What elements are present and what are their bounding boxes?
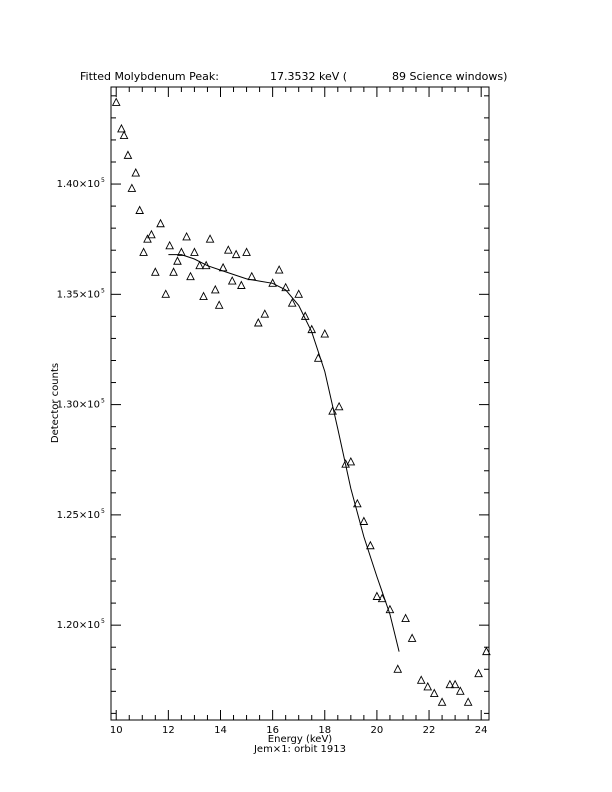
data-point-triangle (169, 267, 178, 276)
data-point-triangle (156, 218, 165, 228)
plot-frame (110, 86, 490, 721)
x-tick-label: 22 (423, 725, 436, 736)
x-tick-label: 14 (214, 725, 227, 736)
x-tick-label: 18 (318, 725, 331, 736)
data-point-triangle (205, 234, 215, 243)
data-point-triangle (177, 247, 186, 256)
data-point-triangle (359, 516, 369, 525)
data-point-triangle (463, 697, 473, 706)
data-point-triangle (274, 265, 284, 274)
data-point-triangle (401, 613, 410, 622)
data-point-triangle (186, 271, 195, 281)
data-point-triangle (437, 697, 447, 706)
data-point-triangle (253, 318, 263, 327)
y-tick-label: 1.40×10 (57, 179, 100, 190)
x-axis-label: Energy (keV) (268, 734, 333, 745)
data-point-triangle (366, 540, 375, 550)
y-tick-label: 1.35×10 (57, 289, 100, 300)
data-point-triangle (482, 646, 491, 656)
data-point-triangle (227, 276, 237, 285)
y-tick-exponent: 5 (101, 508, 105, 515)
y-tick-label: 1.20×10 (57, 620, 100, 631)
y-tick-label: 1.25×10 (57, 510, 100, 521)
data-point-triangle (119, 130, 129, 139)
data-point-triangle (201, 260, 211, 270)
data-point-triangle (353, 498, 362, 508)
x-tick-label: 24 (475, 725, 488, 736)
data-point-triangle (328, 406, 337, 415)
data-point-triangle (320, 329, 330, 338)
data-points (111, 97, 491, 706)
data-point-triangle (210, 284, 220, 294)
data-point-triangle (281, 282, 290, 292)
data-point-triangle (214, 300, 224, 309)
y-axis-tick-labels: 1.20×10 51.25×10 51.30×10 51.35×10 51.40×10 5 (57, 177, 105, 631)
y-tick-label: 1.30×10 (57, 400, 100, 411)
data-point-triangle (139, 247, 148, 256)
x-tick-label: 10 (110, 725, 123, 736)
data-point-triangle (150, 267, 160, 276)
fit-curve (168, 254, 400, 652)
data-point-triangle (450, 679, 460, 689)
x-axis-ticks (115, 87, 482, 720)
data-point-triangle (407, 633, 417, 642)
data-point-triangle (143, 234, 152, 243)
data-point-triangle (223, 245, 233, 254)
data-point-triangle (231, 249, 241, 259)
data-point-triangle (161, 289, 171, 298)
data-point-triangle (147, 229, 156, 239)
data-point-triangle (127, 183, 137, 192)
y-axis-label: Detector counts (50, 363, 61, 443)
data-point-triangle (165, 240, 174, 250)
data-point-triangle (260, 309, 270, 318)
chart-title-center: 17.3532 keV ( (270, 70, 347, 83)
data-point-triangle (247, 271, 257, 281)
data-point-triangle (117, 123, 126, 133)
data-point-triangle (445, 679, 455, 689)
data-point-triangle (131, 168, 141, 177)
data-point-triangle (199, 291, 208, 300)
data-point-triangle (393, 664, 403, 673)
x-axis-tick-labels: 10 12 14 16 18 20 22 24 (110, 725, 488, 736)
data-point-triangle (195, 260, 204, 270)
y-tick-exponent: 5 (101, 287, 105, 294)
y-tick-exponent: 5 (101, 177, 105, 184)
chart-title-right: 89 Science windows) (392, 70, 507, 83)
data-point-triangle (474, 668, 483, 678)
data-point-triangle (429, 688, 439, 697)
y-tick-exponent: 5 (101, 398, 105, 405)
data-point-triangle (423, 681, 433, 691)
data-point-triangle (173, 256, 182, 265)
y-tick-exponent: 5 (101, 618, 105, 625)
data-point-triangle (190, 247, 199, 256)
data-point-triangle (182, 231, 191, 241)
x-tick-label: 16 (266, 725, 279, 736)
data-point-triangle (237, 280, 246, 289)
data-point-triangle (416, 675, 426, 684)
x-tick-label: 12 (162, 725, 175, 736)
data-point-triangle (455, 686, 465, 695)
data-point-triangle (334, 401, 344, 411)
data-point-triangle (346, 456, 356, 466)
data-point-triangle (123, 150, 133, 159)
data-point-triangle (294, 289, 304, 298)
chart-title-left: Fitted Molybdenum Peak: (80, 70, 219, 83)
data-point-triangle (287, 298, 297, 307)
data-point-triangle (372, 591, 382, 600)
y-axis-ticks (111, 95, 489, 714)
data-point-triangle (135, 205, 145, 214)
data-point-triangle (111, 97, 121, 106)
data-point-triangle (242, 247, 251, 256)
footer-label: Jem×1: orbit 1913 (253, 744, 346, 755)
x-tick-label: 20 (371, 725, 384, 736)
